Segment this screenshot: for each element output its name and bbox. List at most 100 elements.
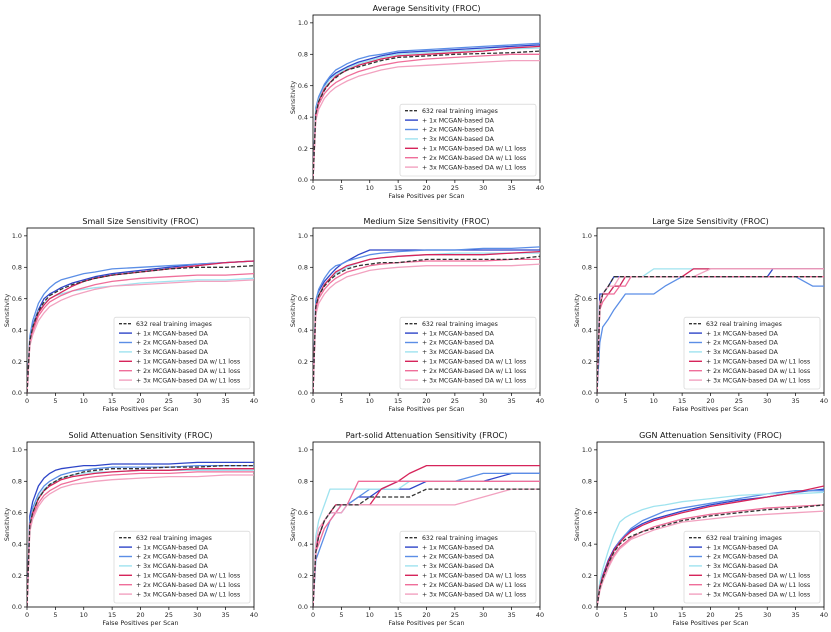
legend-entry: + 3x MCGAN-based DA [706,563,779,570]
x-tick-label: 40 [536,184,544,192]
series-line [27,471,254,607]
y-axis-label: Sensitivity [3,508,11,541]
y-tick-label: 0.8 [298,263,308,271]
series-line [27,260,254,393]
y-tick-label: 0.8 [298,477,308,485]
y-tick-label: 0.8 [582,263,592,271]
x-tick-label: 15 [678,397,686,405]
froc-panel: Small Size Sensitivity (FROC) 0 5 10 15 20 25 3… [3,217,258,413]
x-tick-label: 0 [311,184,315,192]
y-tick-label: 0.0 [12,603,22,611]
series-line [313,480,540,607]
x-tick-label: 10 [80,397,88,405]
x-tick-label: 0 [311,397,315,405]
x-tick-label: 5 [339,611,343,619]
y-axis-label: Sensitivity [573,294,581,327]
y-tick-label: 0.0 [298,176,308,184]
y-tick-label: 0.0 [298,389,308,397]
series-line [313,45,540,180]
x-axis-label: False Positives per Scan [672,619,748,627]
x-tick-label: 25 [451,397,459,405]
series-line [313,59,540,180]
x-tick-label: 25 [735,397,743,405]
x-tick-label: 30 [479,397,487,405]
x-tick-label: 35 [508,611,516,619]
legend-entry: + 2x MCGAN-based DA [136,554,209,561]
x-axis-label: False Positives per Scan [672,405,748,413]
legend-box [683,530,821,604]
x-tick-label: 35 [792,611,800,619]
x-tick-label: 30 [479,611,487,619]
series-line [27,279,254,393]
legend-entry: + 2x MCGAN-based DA [136,340,209,347]
x-tick-label: 25 [451,184,459,192]
x-tick-label: 20 [706,611,714,619]
y-tick-label: 0.8 [582,477,592,485]
y-axis-label: Sensitivity [289,294,297,327]
legend-box [399,530,537,604]
legend-box [399,316,537,390]
x-axis-label: False Positives per Scan [102,619,178,627]
x-tick-label: 35 [222,611,230,619]
legend-entry: + 3x MCGAN-based DA w/ L1 loss [136,377,240,384]
legend-entry: 632 real training images [706,535,782,542]
legend-box [683,316,821,390]
legend-entry: + 3x MCGAN-based DA [422,563,495,570]
series-line [27,461,254,607]
y-tick-label: 0.0 [298,603,308,611]
froc-panel: Part-solid Attenuation Sensitivity (FROC… [289,431,544,627]
legend-entry: + 3x MCGAN-based DA [136,349,209,356]
y-tick-label: 0.6 [298,82,308,90]
x-tick-label: 20 [422,184,430,192]
x-tick-label: 20 [136,397,144,405]
y-tick-label: 0.0 [582,603,592,611]
series-line [313,246,540,393]
legend-entry: + 3x MCGAN-based DA w/ L1 loss [422,591,526,598]
y-tick-label: 0.8 [12,477,22,485]
x-tick-label: 35 [792,397,800,405]
x-tick-label: 20 [136,611,144,619]
series-line [597,485,824,607]
x-tick-label: 30 [193,397,201,405]
legend-entry: + 1x MCGAN-based DA w/ L1 loss [136,573,240,580]
x-axis-label: False Positives per Scan [388,619,464,627]
x-tick-label: 10 [366,184,374,192]
y-tick-label: 0.2 [298,145,308,153]
x-tick-label: 5 [53,611,57,619]
x-tick-label: 15 [394,184,402,192]
y-tick-label: 0.2 [12,572,22,580]
x-tick-label: 40 [250,611,258,619]
y-tick-label: 0.6 [582,295,592,303]
x-tick-label: 10 [366,397,374,405]
y-tick-label: 0.2 [298,572,308,580]
y-tick-label: 1.0 [298,19,308,27]
legend: 632 real training images + 1x MCGAN-based… [399,530,537,604]
chart-title: Solid Attenuation Sensitivity (FROC) [69,431,213,440]
legend-entry: + 2x MCGAN-based DA [422,554,495,561]
legend-entry: + 1x MCGAN-based DA [706,330,779,337]
series-line [313,50,540,180]
legend: 632 real training images + 1x MCGAN-based… [683,530,821,604]
y-tick-label: 0.6 [12,509,22,517]
legend-entry: + 1x MCGAN-based DA w/ L1 loss [706,573,810,580]
y-tick-label: 0.4 [12,540,22,548]
y-tick-label: 0.0 [12,389,22,397]
series-line [313,250,540,393]
x-tick-label: 40 [536,397,544,405]
series-line [597,510,824,607]
legend-entry: + 1x MCGAN-based DA [422,330,495,337]
x-tick-label: 40 [820,397,828,405]
y-axis-label: Sensitivity [573,508,581,541]
y-tick-label: 0.2 [298,358,308,366]
x-tick-label: 30 [763,397,771,405]
legend: 632 real training images + 1x MCGAN-based… [683,316,821,390]
x-tick-label: 5 [623,397,627,405]
x-tick-label: 0 [311,611,315,619]
x-tick-label: 0 [595,397,599,405]
y-tick-label: 0.2 [582,572,592,580]
legend-entry: + 2x MCGAN-based DA [422,340,495,347]
legend-entry: + 1x MCGAN-based DA [422,117,495,124]
x-axis-label: False Positives per Scan [102,405,178,413]
series-line [27,272,254,393]
series-line [313,42,540,180]
